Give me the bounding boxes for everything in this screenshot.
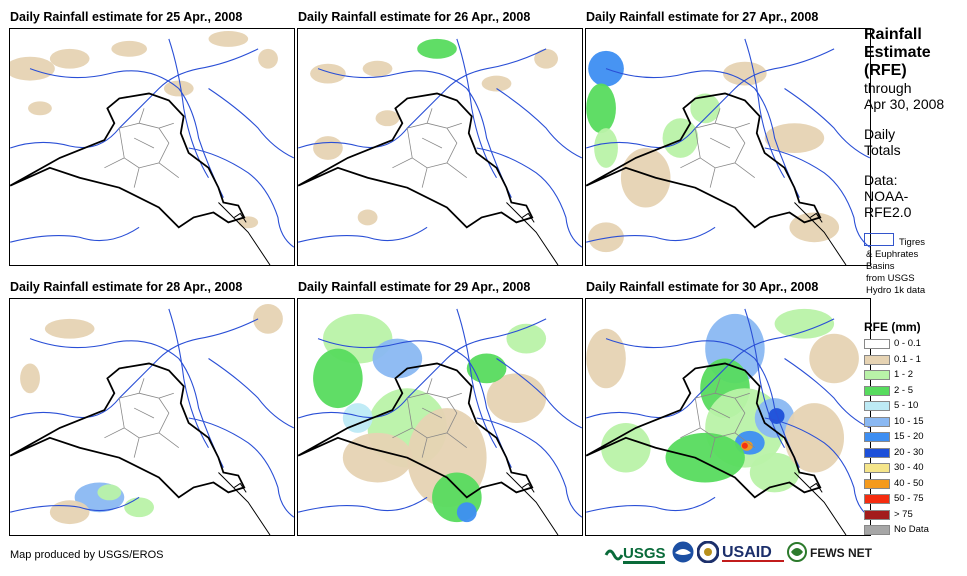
panel-title-30-apr: Daily Rainfall estimate for 30 Apr., 200… <box>586 280 819 294</box>
sidebar-data-line-1: Data: <box>864 172 898 188</box>
legend-label: 5 - 10 <box>894 400 919 411</box>
noaa-logo <box>672 541 694 568</box>
legend-swatch <box>864 370 890 380</box>
basin-label-1: Tigres <box>899 237 926 248</box>
legend-label: 1 - 2 <box>894 369 914 380</box>
panel-title-26-apr: Daily Rainfall estimate for 26 Apr., 200… <box>298 10 531 24</box>
legend-swatch <box>864 432 890 442</box>
sidebar-data-line-3: RFE2.0 <box>864 204 912 220</box>
usgs-logo-text: USGS <box>623 545 666 562</box>
legend-label: 10 - 15 <box>894 415 924 427</box>
sidebar-totals-line-1: Daily <box>864 126 896 142</box>
sidebar-title-line-3: (RFE) <box>864 62 907 79</box>
rainfall-map-25-apr <box>10 30 294 265</box>
legend-swatch <box>864 525 890 535</box>
map-panel-30-apr <box>585 298 871 536</box>
legend-title: RFE (mm) <box>864 320 921 334</box>
legend-label: 0 - 0.1 <box>894 338 921 349</box>
panel-title-29-apr: Daily Rainfall estimate for 29 Apr., 200… <box>298 280 531 294</box>
sidebar-title-line-1: Rainfall <box>864 26 922 43</box>
legend-swatch <box>864 447 890 458</box>
state-department-seal-logo <box>696 540 720 568</box>
rainfall-map-30-apr <box>586 308 870 535</box>
usaid-logo-text: USAID <box>722 544 772 561</box>
legend-swatch <box>864 339 890 349</box>
sidebar-data-line-2: NOAA- <box>864 188 909 204</box>
legend-swatch <box>864 494 890 504</box>
fews-net-logo-text: FEWS NET <box>810 546 873 560</box>
legend-label: 20 - 30 <box>894 446 924 458</box>
legend-label: 30 - 40 <box>894 462 924 473</box>
basin-outline-swatch <box>864 233 894 246</box>
legend-label: > 75 <box>894 508 913 520</box>
legend-swatch <box>864 401 890 411</box>
rainfall-map-29-apr <box>298 308 582 535</box>
legend-label: No Data <box>894 524 929 535</box>
map-panel-25-apr <box>9 28 295 266</box>
sidebar: Rainfall Estimate (RFE) through Apr 30, … <box>864 26 964 220</box>
basin-label-2: & Euphrates <box>866 249 919 260</box>
sidebar-through-date: Apr 30, 2008 <box>864 96 945 112</box>
rainfall-map-27-apr <box>586 38 870 265</box>
fews-globe-icon <box>787 542 807 562</box>
legend-swatch <box>864 509 890 520</box>
basin-label-4: from USGS <box>866 273 915 284</box>
rainfall-map-28-apr <box>10 303 294 535</box>
legend-swatch <box>864 354 890 365</box>
usgs-wave-icon: USGS <box>604 545 666 564</box>
legend-swatch <box>864 416 890 427</box>
sidebar-totals-line-2: Totals <box>864 142 901 158</box>
fews-net-logo: FEWS NET <box>787 541 957 572</box>
legend-label: 50 - 75 <box>894 493 924 504</box>
basin-label-5: Hydro 1k data <box>866 285 926 296</box>
basin-label-3: Basins <box>866 261 895 272</box>
legend-label: 40 - 50 <box>894 477 924 489</box>
legend-label: 15 - 20 <box>894 431 924 442</box>
panel-title-27-apr: Daily Rainfall estimate for 27 Apr., 200… <box>586 10 819 24</box>
legend-label: 2 - 5 <box>894 384 914 396</box>
map-panel-29-apr <box>297 298 583 536</box>
seal-icon <box>696 540 720 564</box>
legend-swatch <box>864 463 890 473</box>
panel-title-28-apr: Daily Rainfall estimate for 28 Apr., 200… <box>10 280 243 294</box>
legend-swatch <box>864 385 890 396</box>
sidebar-title-line-2: Estimate <box>864 44 931 61</box>
partner-logos: USGS USAID FEWS NET <box>604 540 960 568</box>
map-panel-28-apr <box>9 298 295 536</box>
map-panel-27-apr <box>585 28 871 266</box>
map-panel-26-apr <box>297 28 583 266</box>
usaid-logo: USAID <box>721 541 785 572</box>
rainfall-map-26-apr <box>298 38 582 265</box>
panel-title-25-apr: Daily Rainfall estimate for 25 Apr., 200… <box>10 10 243 24</box>
legend-swatch <box>864 478 890 489</box>
usgs-logo: USGS <box>604 541 668 567</box>
legend-label: 0.1 - 1 <box>894 353 921 365</box>
sidebar-through-label: through <box>864 80 912 96</box>
noaa-bird-icon <box>672 541 694 563</box>
map-credit: Map produced by USGS/EROS <box>10 549 164 561</box>
